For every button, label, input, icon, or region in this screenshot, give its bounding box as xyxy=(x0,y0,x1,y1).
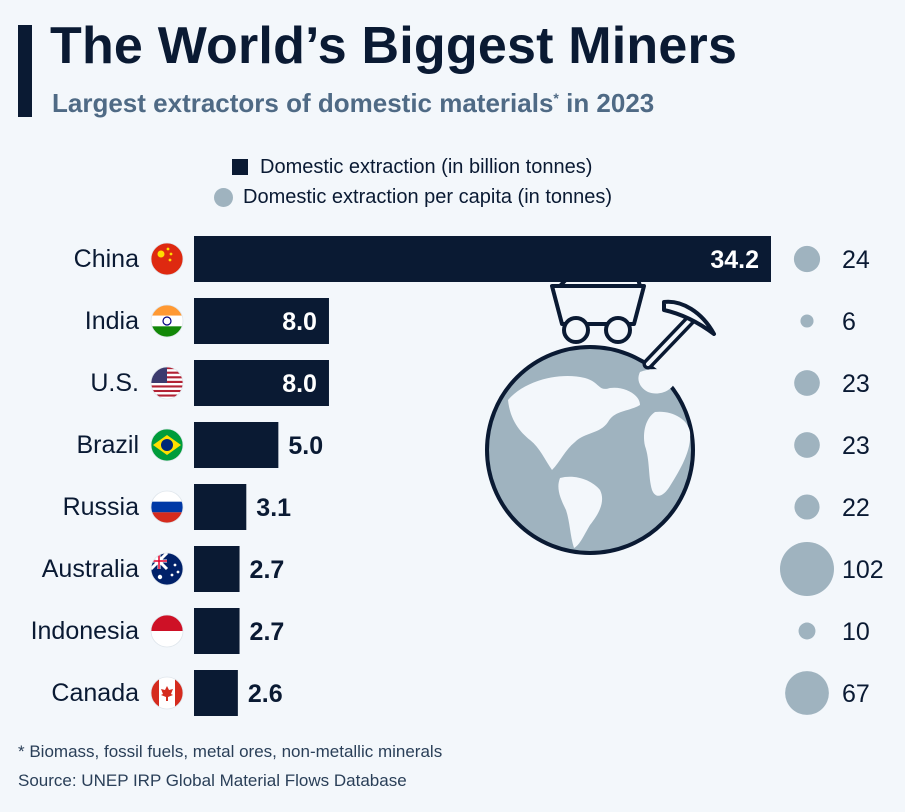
category-label: Canada xyxy=(51,679,139,707)
per-capita-label: 22 xyxy=(842,494,870,522)
category-label: Russia xyxy=(63,493,140,521)
bar-value-label: 34.2 xyxy=(710,246,759,274)
globe-continent-europe-africa xyxy=(644,411,691,496)
per-capita-bubble xyxy=(794,494,820,520)
legend: Domestic extraction (in billion tonnes) … xyxy=(214,152,613,212)
per-capita-label: 23 xyxy=(842,370,870,398)
bar-row-china: China 34.2 24 xyxy=(74,236,870,282)
canada-flag xyxy=(150,676,184,710)
india-flag xyxy=(150,304,184,338)
per-capita-bubble xyxy=(793,245,821,273)
title-accent-bar xyxy=(18,25,32,117)
bar-row-canada: Canada 2.6 67 xyxy=(51,670,870,716)
chart-title: The World’s Biggest Miners xyxy=(50,17,738,75)
legend-bubble-label: Domestic extraction per capita (in tonne… xyxy=(243,185,613,208)
bar xyxy=(194,298,329,344)
category-label: Australia xyxy=(42,555,139,583)
bar-row-indonesia: Indonesia 2.7 10 xyxy=(31,608,870,654)
us-flag xyxy=(150,366,184,400)
pickaxe-icon xyxy=(642,299,716,370)
bar-row-india: India 8.0 6 xyxy=(85,298,856,344)
subtitle-suffix: in 2023 xyxy=(558,88,655,118)
per-capita-label: 67 xyxy=(842,680,870,708)
russia-flag xyxy=(150,490,184,524)
per-capita-bubble xyxy=(794,432,820,458)
per-capita-bubble xyxy=(798,622,816,640)
category-label: U.S. xyxy=(90,369,139,397)
mine-cart-wheel-right-icon xyxy=(604,316,632,344)
australia-flag xyxy=(150,552,184,586)
bar-row-us: U.S. 8.0 23 xyxy=(90,360,870,406)
per-capita-label: 24 xyxy=(842,246,870,274)
bar xyxy=(194,422,279,468)
bar-value-label: 5.0 xyxy=(288,432,323,460)
mine-cart-wheel-left-icon xyxy=(562,316,590,344)
legend-item-bubble: Domestic extraction per capita (in tonne… xyxy=(214,182,613,212)
globe-continent-south-america xyxy=(558,476,603,548)
per-capita-bubble xyxy=(794,370,820,396)
footnote: * Biomass, fossil fuels, metal ores, non… xyxy=(18,742,443,761)
bar xyxy=(194,360,329,406)
bar-value-label: 8.0 xyxy=(282,308,317,336)
indonesia-flag xyxy=(150,614,184,648)
china-flag xyxy=(150,242,184,276)
mine-cart-icon xyxy=(550,284,646,326)
per-capita-bubble xyxy=(785,671,829,715)
category-label: Brazil xyxy=(76,431,139,459)
bar xyxy=(194,608,240,654)
per-capita-label: 10 xyxy=(842,618,870,646)
legend-square-icon xyxy=(232,159,248,175)
globe-miner-illustration xyxy=(485,258,716,555)
brazil-flag xyxy=(150,428,184,462)
bar-value-label: 8.0 xyxy=(282,370,317,398)
bar-row-australia: Australia 2.7 102 xyxy=(42,542,884,596)
bar-value-label: 2.6 xyxy=(248,680,283,708)
bar-value-label: 3.1 xyxy=(256,494,291,522)
per-capita-bubble xyxy=(800,314,814,328)
chart-subtitle: Largest extractors of domestic materials… xyxy=(52,88,654,119)
legend-item-bar: Domestic extraction (in billion tonnes) xyxy=(232,152,612,182)
bar-row-brazil: Brazil 5.0 23 xyxy=(76,422,870,468)
bar xyxy=(194,236,771,282)
bar-value-label: 2.7 xyxy=(250,556,285,584)
subtitle-footnote-mark: * xyxy=(553,90,559,106)
source-note: Source: UNEP IRP Global Material Flows D… xyxy=(18,771,407,790)
per-capita-bubble xyxy=(780,542,834,596)
subtitle-text: Largest extractors of domestic materials xyxy=(52,88,554,118)
per-capita-label: 6 xyxy=(842,308,856,336)
bar xyxy=(194,546,240,592)
bar-row-russia: Russia 3.1 22 xyxy=(63,484,870,530)
legend-circle-icon xyxy=(214,187,233,207)
bar-value-label: 2.7 xyxy=(250,618,285,646)
bar xyxy=(194,670,238,716)
legend-bar-label: Domestic extraction (in billion tonnes) xyxy=(260,155,593,178)
globe-continent-greenland xyxy=(638,369,676,394)
per-capita-label: 23 xyxy=(842,432,870,460)
category-label: China xyxy=(74,245,139,273)
per-capita-label: 102 xyxy=(842,556,884,584)
category-label: India xyxy=(85,307,139,335)
bar xyxy=(194,484,247,530)
category-label: Indonesia xyxy=(31,617,140,645)
globe-continent-north-america xyxy=(508,376,640,470)
